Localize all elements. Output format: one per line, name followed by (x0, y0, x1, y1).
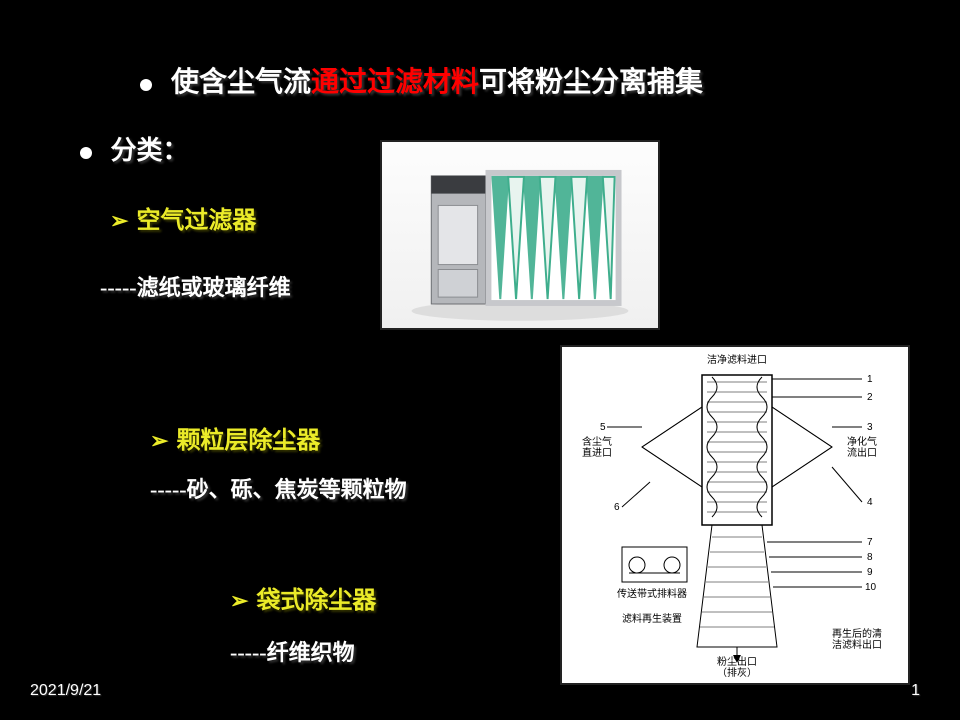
diagram-label-feeder: 传送带式排料器 (617, 587, 687, 600)
filter-photo (380, 140, 660, 330)
item-air-filter: ➢ 空气过滤器 (110, 200, 256, 235)
item-label: 颗粒层除尘器 (176, 428, 320, 454)
svg-text:3: 3 (867, 422, 873, 433)
item-air-filter-sub: -----滤纸或玻璃纤维 (100, 270, 291, 302)
dust-collector-diagram: 洁净滤料进口 (560, 345, 910, 685)
item-label: 袋式除尘器 (256, 588, 376, 614)
item-granular: ➢ 颗粒层除尘器 (150, 420, 320, 455)
sub-text: 滤纸或玻璃纤维 (137, 275, 291, 300)
filter-illustration (382, 140, 658, 330)
diagram-label-top: 洁净滤料进口 (707, 353, 767, 366)
slide: 使含尘气流通过过滤材料可将粉尘分离捕集 分类： ➢ 空气过滤器 -----滤纸或… (0, 0, 960, 720)
bullet-icon (80, 147, 92, 159)
svg-text:1: 1 (867, 374, 873, 385)
item-bag-sub: -----纤维织物 (230, 635, 355, 667)
footer-date: 2021/9/21 (30, 682, 101, 700)
main-title: 使含尘气流通过过滤材料可将粉尘分离捕集 (140, 60, 900, 100)
section-label-text: 分类： (111, 136, 189, 165)
svg-text:4: 4 (867, 497, 873, 508)
sub-text: 砂、砾、焦炭等颗粒物 (187, 477, 407, 502)
item-granular-sub: -----砂、砾、焦炭等颗粒物 (150, 472, 407, 504)
diagram-label-left-in: 含尘气直进口 (582, 435, 612, 459)
footer-page: 1 (911, 682, 920, 700)
svg-text:8: 8 (867, 552, 873, 563)
title-prefix: 使含尘气流 (171, 67, 311, 98)
bullet-icon (140, 79, 152, 91)
svg-text:6: 6 (614, 502, 620, 513)
chevron-right-icon: ➢ (230, 588, 248, 614)
svg-text:5: 5 (600, 422, 606, 433)
svg-text:9: 9 (867, 567, 873, 578)
title-suffix: 可将粉尘分离捕集 (479, 67, 703, 98)
diagram-illustration: 洁净滤料进口 (562, 347, 912, 687)
sub-prefix: ----- (150, 477, 187, 502)
diagram-label-reborn: 再生后的清洁滤料出口 (832, 627, 882, 651)
chevron-right-icon: ➢ (150, 428, 168, 454)
sub-prefix: ----- (100, 275, 137, 300)
item-label: 空气过滤器 (136, 208, 256, 234)
item-bag: ➢ 袋式除尘器 (230, 580, 376, 615)
chevron-right-icon: ➢ (110, 208, 128, 234)
diagram-label-regen: 滤料再生装置 (622, 612, 682, 625)
sub-text: 纤维织物 (267, 640, 355, 665)
svg-text:2: 2 (867, 392, 873, 403)
svg-text:7: 7 (867, 537, 873, 548)
title-highlight: 通过过滤材料 (311, 67, 479, 98)
sub-prefix: ----- (230, 640, 267, 665)
svg-text:10: 10 (865, 582, 877, 593)
diagram-label-right-out: 净化气流出口 (847, 435, 877, 459)
